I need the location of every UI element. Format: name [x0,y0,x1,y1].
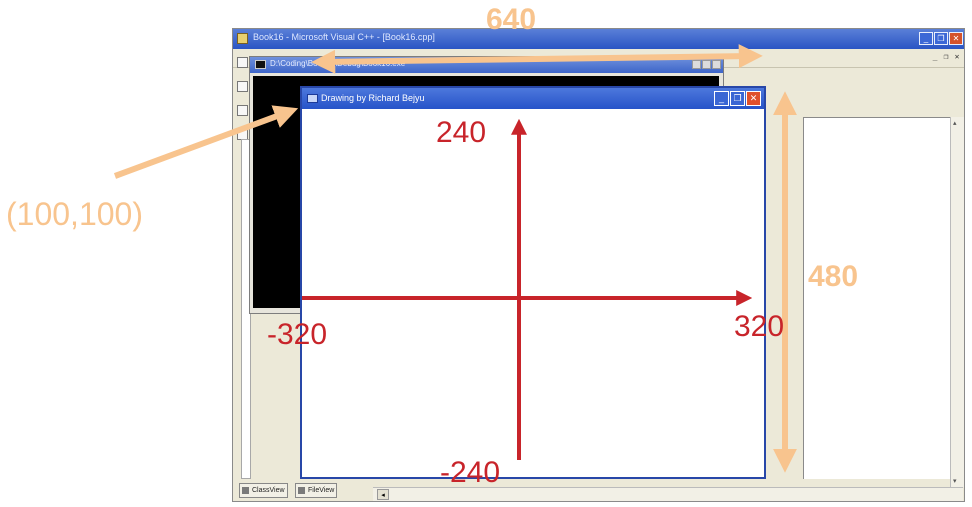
drawing-minimize-button[interactable]: _ [714,91,729,106]
ide-maximize-button[interactable]: ❐ [934,32,948,45]
window-app-icon [307,94,318,103]
mdi-close-button[interactable]: ✕ [954,52,960,61]
drawing-window-titlebar[interactable]: Drawing by Richard Bejyu _ ❐ ✕ [302,88,764,109]
tab-fileview-label: FileView [308,487,335,494]
origin-label: (100,100) [6,196,143,232]
scroll-up-icon[interactable]: ▴ [953,120,957,127]
mdi-restore-button[interactable]: ❐ [943,52,949,61]
x-axis-max-label: 320 [734,310,785,343]
drawing-maximize-button[interactable]: ❐ [730,91,745,106]
ide-minimize-button[interactable]: _ [919,32,933,45]
toolbar-file-icon[interactable] [237,57,248,68]
x-axis-min-label: -320 [267,318,328,351]
ide-titlebar[interactable]: Book16 - Microsoft Visual C++ - [Book16.… [233,29,964,49]
editor-horizontal-scrollbar[interactable]: ◂ [373,487,963,501]
y-axis-min-label: -240 [440,456,501,489]
drawing-window[interactable]: Drawing by Richard Bejyu _ ❐ ✕ [300,86,766,479]
tab-fileview[interactable]: FileView [295,483,338,498]
height-label: 480 [808,260,859,293]
scroll-left-icon[interactable]: ◂ [377,489,389,500]
mdi-minimize-button[interactable]: _ [932,52,938,61]
y-axis-max-label: 240 [436,116,487,149]
classview-icon [242,487,249,494]
tab-classview[interactable]: ClassView [239,483,288,498]
toolbar-build-icon[interactable] [237,81,248,92]
ide-app-icon [237,33,248,44]
origin-pointer-arrow [113,105,299,179]
fileview-icon [298,487,305,494]
scroll-down-icon[interactable]: ▾ [953,478,957,485]
editor-pane[interactable] [803,117,950,479]
width-label: 640 [486,3,537,36]
drawing-close-button[interactable]: ✕ [746,91,761,106]
ide-title: Book16 - Microsoft Visual C++ - [Book16.… [253,32,435,42]
ide-close-button[interactable]: ✕ [949,32,963,45]
console-icon [255,60,266,69]
toolbar-compile-icon[interactable] [237,105,248,116]
width-dimension-arrow [311,44,763,74]
tab-classview-label: ClassView [252,487,285,494]
drawing-window-title: Drawing by Richard Bejyu [321,93,425,103]
editor-vertical-scrollbar[interactable]: ▴ ▾ [950,117,964,487]
